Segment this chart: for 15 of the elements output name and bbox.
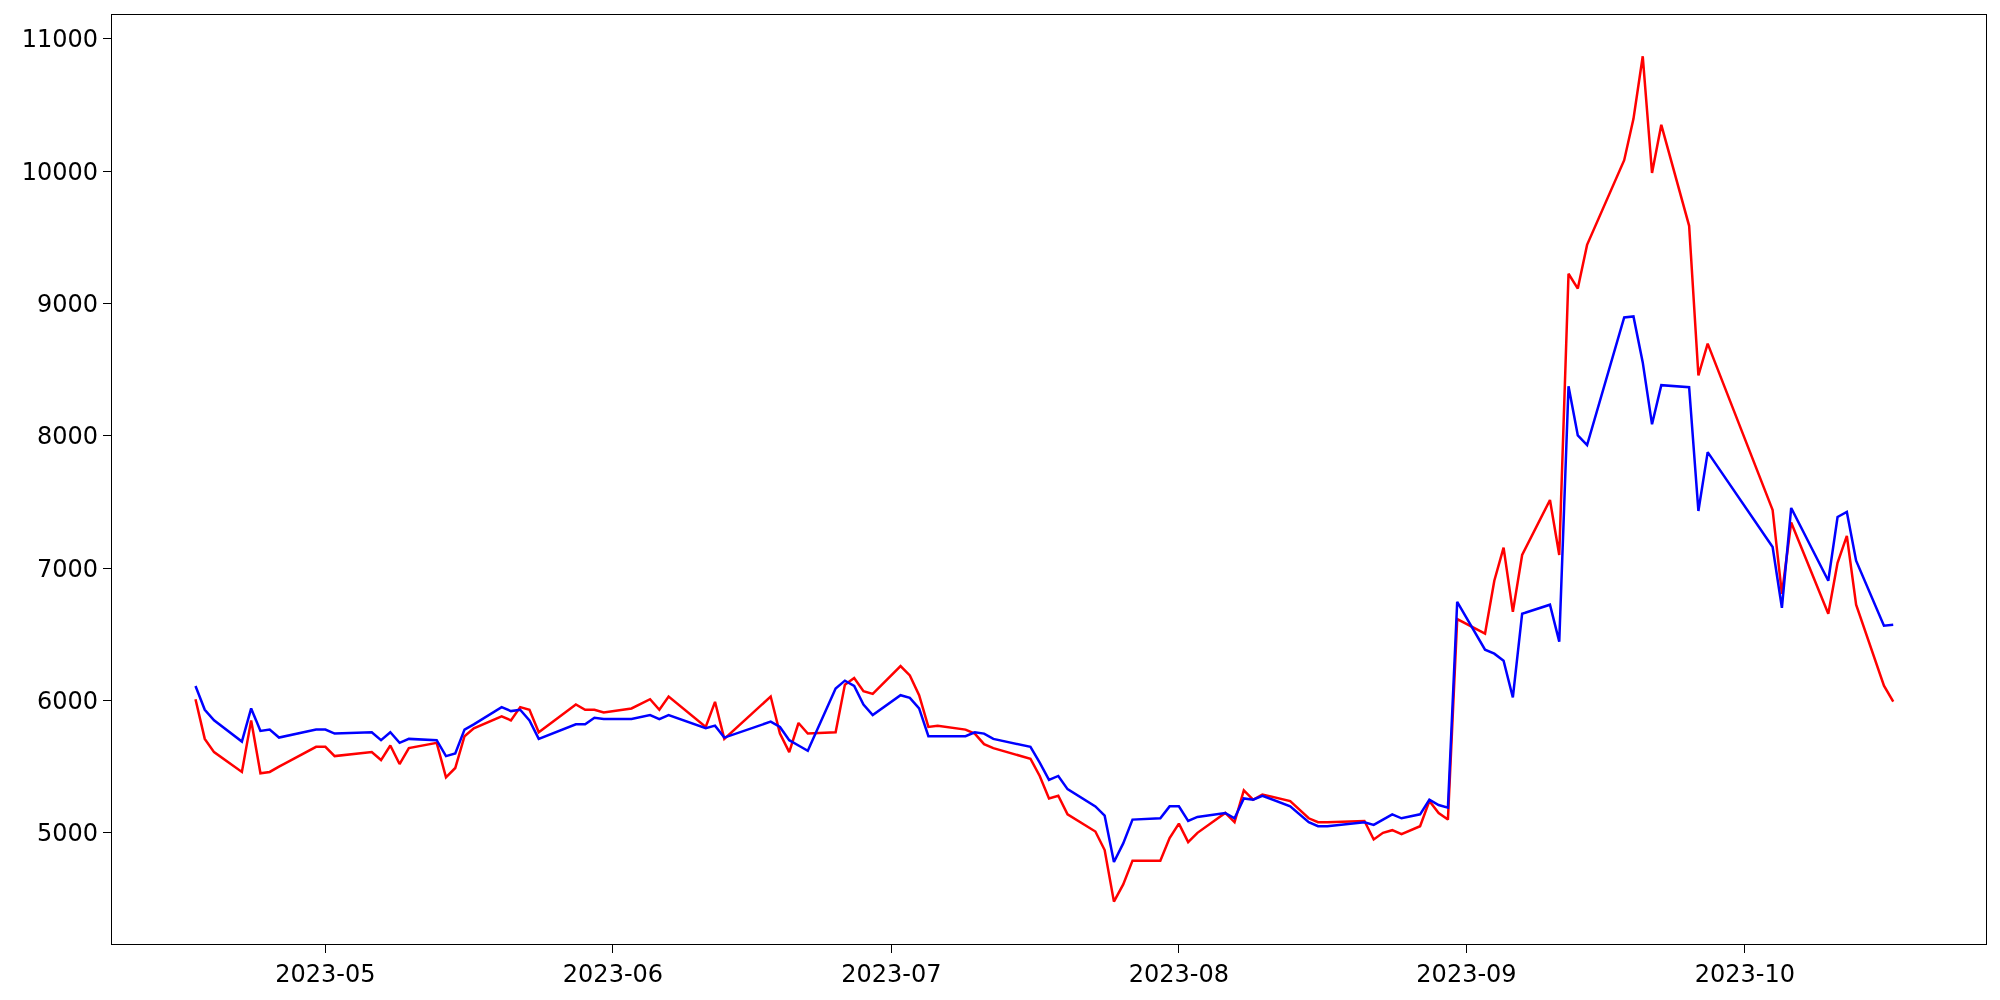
- y-tick-label: 8000: [36, 422, 99, 451]
- x-tick-label: 2023-06: [562, 959, 664, 988]
- y-tick-label: 11000: [21, 25, 99, 54]
- y-tick-label: 10000: [21, 157, 99, 186]
- line-series: [194, 55, 1895, 903]
- x-tick-label: 2023-07: [841, 959, 942, 988]
- y-tick-label: 5000: [36, 819, 99, 848]
- x-tick-label: 2023-10: [1694, 959, 1795, 988]
- line-series: [194, 315, 1895, 864]
- x-tick-label: 2023-05: [275, 959, 376, 988]
- y-tick-label: 9000: [36, 289, 99, 318]
- y-tick-label: 6000: [36, 686, 99, 715]
- x-tick-label: 2023-09: [1416, 959, 1517, 988]
- x-tick-label: 2023-08: [1128, 959, 1230, 988]
- y-tick-label: 7000: [36, 554, 99, 583]
